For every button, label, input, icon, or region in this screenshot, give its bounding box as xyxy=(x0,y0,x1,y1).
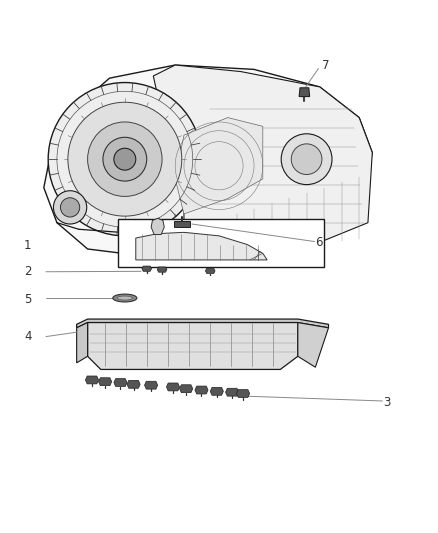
Polygon shape xyxy=(44,65,372,255)
Polygon shape xyxy=(153,65,372,251)
Polygon shape xyxy=(99,378,112,386)
Polygon shape xyxy=(299,88,310,96)
Polygon shape xyxy=(205,268,215,273)
Circle shape xyxy=(103,138,147,181)
Text: 6: 6 xyxy=(315,236,323,249)
Circle shape xyxy=(291,144,322,174)
Text: 5: 5 xyxy=(24,293,32,306)
Bar xyxy=(118,219,324,266)
Polygon shape xyxy=(145,381,158,389)
Polygon shape xyxy=(114,378,127,386)
Text: 7: 7 xyxy=(322,59,329,72)
Polygon shape xyxy=(88,322,298,369)
Circle shape xyxy=(114,148,136,170)
Ellipse shape xyxy=(113,294,137,302)
Polygon shape xyxy=(237,390,250,398)
Circle shape xyxy=(48,83,201,236)
Polygon shape xyxy=(175,118,263,214)
Text: 4: 4 xyxy=(24,330,32,343)
Polygon shape xyxy=(77,319,328,328)
Circle shape xyxy=(88,122,162,197)
Polygon shape xyxy=(77,322,88,363)
Polygon shape xyxy=(127,381,140,388)
Polygon shape xyxy=(210,387,223,395)
Polygon shape xyxy=(136,232,267,260)
Polygon shape xyxy=(180,385,193,393)
Polygon shape xyxy=(142,266,152,271)
Bar xyxy=(174,221,190,227)
Circle shape xyxy=(281,134,332,184)
Polygon shape xyxy=(151,219,164,235)
Circle shape xyxy=(60,198,80,217)
Polygon shape xyxy=(298,322,328,367)
Circle shape xyxy=(68,102,182,216)
Polygon shape xyxy=(85,376,99,384)
Circle shape xyxy=(53,191,87,224)
Text: 2: 2 xyxy=(24,265,32,278)
Ellipse shape xyxy=(117,296,132,300)
Polygon shape xyxy=(157,267,167,272)
Polygon shape xyxy=(195,386,208,394)
Polygon shape xyxy=(166,383,180,391)
Text: 1: 1 xyxy=(24,239,32,252)
Polygon shape xyxy=(226,388,239,396)
Text: 3: 3 xyxy=(383,396,391,409)
